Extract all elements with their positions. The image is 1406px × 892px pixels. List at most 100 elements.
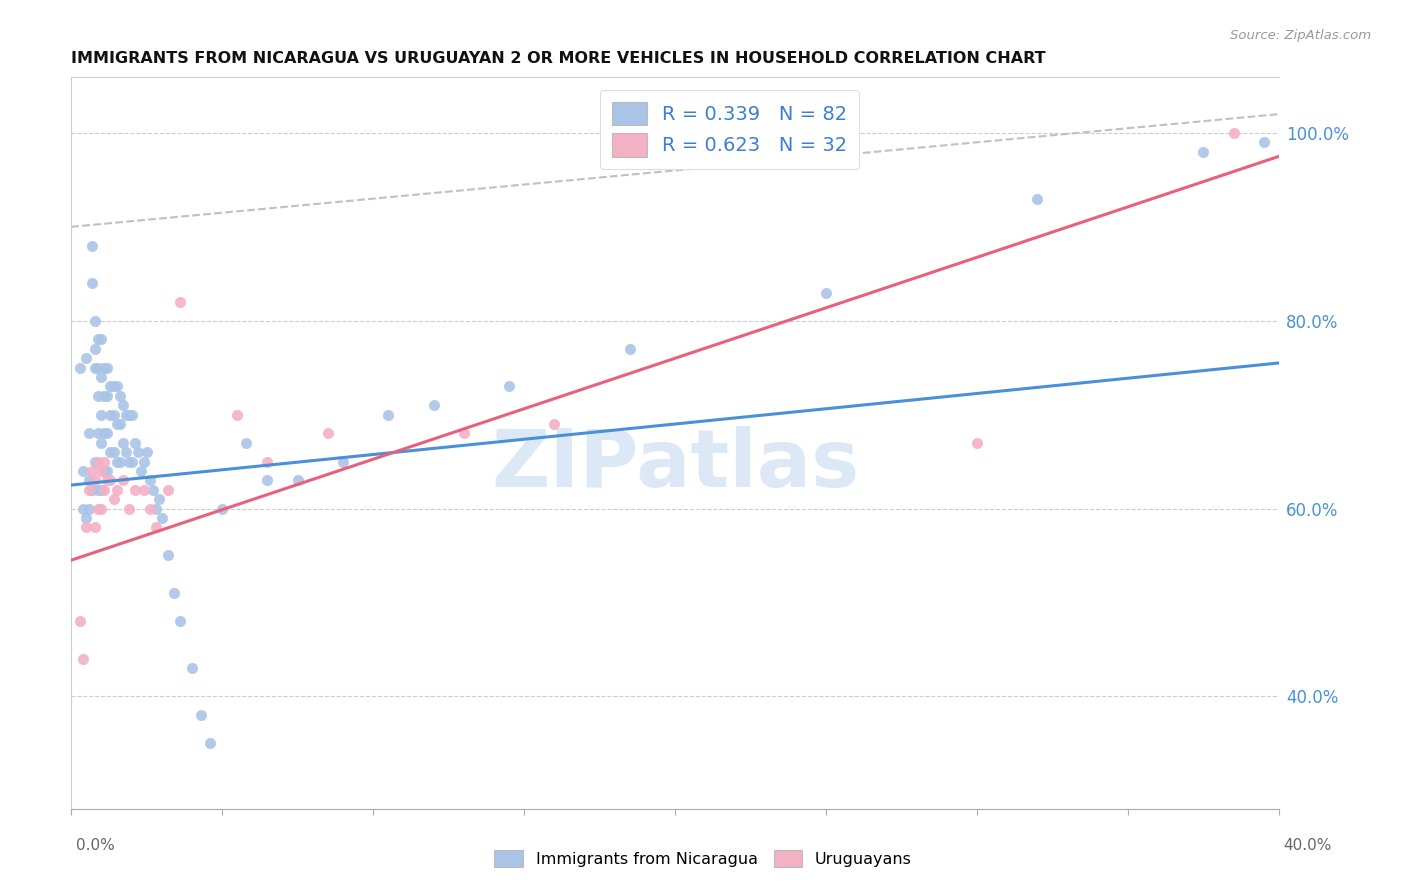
Point xyxy=(181,661,204,675)
Point xyxy=(75,511,97,525)
Point xyxy=(117,408,139,422)
Point xyxy=(90,408,112,422)
Point xyxy=(1253,136,1275,150)
Point xyxy=(93,483,115,497)
Point xyxy=(132,483,155,497)
Point xyxy=(96,426,118,441)
Point xyxy=(145,520,167,534)
Point xyxy=(332,454,354,468)
Point xyxy=(105,417,128,431)
Point xyxy=(111,474,134,488)
Point xyxy=(100,408,122,422)
Point xyxy=(100,379,122,393)
Point xyxy=(156,549,179,563)
Point xyxy=(114,445,136,459)
Text: IMMIGRANTS FROM NICARAGUA VS URUGUAYAN 2 OR MORE VEHICLES IN HOUSEHOLD CORRELATI: IMMIGRANTS FROM NICARAGUA VS URUGUAYAN 2… xyxy=(72,51,1046,66)
Point xyxy=(103,445,125,459)
Point xyxy=(129,464,152,478)
Point xyxy=(82,276,104,290)
Point xyxy=(75,351,97,366)
Point xyxy=(138,501,160,516)
Point xyxy=(84,360,107,375)
Point xyxy=(316,426,339,441)
Point xyxy=(96,360,118,375)
Point xyxy=(72,501,94,516)
Point xyxy=(93,464,115,478)
Point xyxy=(1026,192,1049,206)
Point xyxy=(75,520,97,534)
Point xyxy=(966,435,988,450)
Point xyxy=(108,417,131,431)
Point xyxy=(84,314,107,328)
Point xyxy=(226,408,249,422)
Point xyxy=(87,483,110,497)
Point xyxy=(93,360,115,375)
Point xyxy=(93,426,115,441)
Point xyxy=(79,426,101,441)
Point xyxy=(211,501,233,516)
Text: 0.0%: 0.0% xyxy=(76,838,115,853)
Point xyxy=(87,333,110,347)
Point xyxy=(84,454,107,468)
Point xyxy=(87,360,110,375)
Point xyxy=(498,379,520,393)
Point xyxy=(90,370,112,384)
Point xyxy=(93,454,115,468)
Point xyxy=(72,652,94,666)
Point xyxy=(105,483,128,497)
Point xyxy=(124,435,146,450)
Point xyxy=(69,614,91,628)
Point xyxy=(93,389,115,403)
Point xyxy=(100,445,122,459)
Point xyxy=(96,464,118,478)
Point xyxy=(103,379,125,393)
Point xyxy=(90,483,112,497)
Point xyxy=(96,389,118,403)
Point xyxy=(82,483,104,497)
Point xyxy=(103,408,125,422)
Point xyxy=(150,511,173,525)
Point xyxy=(82,238,104,252)
Point xyxy=(1222,126,1244,140)
Point xyxy=(90,435,112,450)
Point xyxy=(90,333,112,347)
Point xyxy=(138,474,160,488)
Point xyxy=(84,342,107,356)
Point xyxy=(169,294,191,309)
Text: Source: ZipAtlas.com: Source: ZipAtlas.com xyxy=(1230,29,1371,42)
Legend: R = 0.339   N = 82, R = 0.623   N = 32: R = 0.339 N = 82, R = 0.623 N = 32 xyxy=(600,90,859,169)
Point xyxy=(453,426,475,441)
Point xyxy=(90,501,112,516)
Point xyxy=(79,483,101,497)
Point xyxy=(90,464,112,478)
Point xyxy=(127,445,149,459)
Point xyxy=(287,474,309,488)
Point xyxy=(256,474,278,488)
Point xyxy=(111,435,134,450)
Point xyxy=(543,417,565,431)
Point xyxy=(117,501,139,516)
Point xyxy=(163,586,186,600)
Point xyxy=(87,426,110,441)
Point xyxy=(145,501,167,516)
Point xyxy=(108,454,131,468)
Point xyxy=(124,483,146,497)
Point xyxy=(114,408,136,422)
Text: ZIPatlas: ZIPatlas xyxy=(491,425,859,504)
Point xyxy=(84,474,107,488)
Point xyxy=(117,454,139,468)
Point xyxy=(105,379,128,393)
Point xyxy=(169,614,191,628)
Point xyxy=(422,398,444,412)
Point xyxy=(156,483,179,497)
Text: 40.0%: 40.0% xyxy=(1284,838,1331,853)
Point xyxy=(100,474,122,488)
Point xyxy=(79,501,101,516)
Point xyxy=(142,483,165,497)
Point xyxy=(148,492,170,507)
Point xyxy=(135,445,157,459)
Point xyxy=(108,389,131,403)
Point xyxy=(82,464,104,478)
Point xyxy=(87,389,110,403)
Point xyxy=(87,454,110,468)
